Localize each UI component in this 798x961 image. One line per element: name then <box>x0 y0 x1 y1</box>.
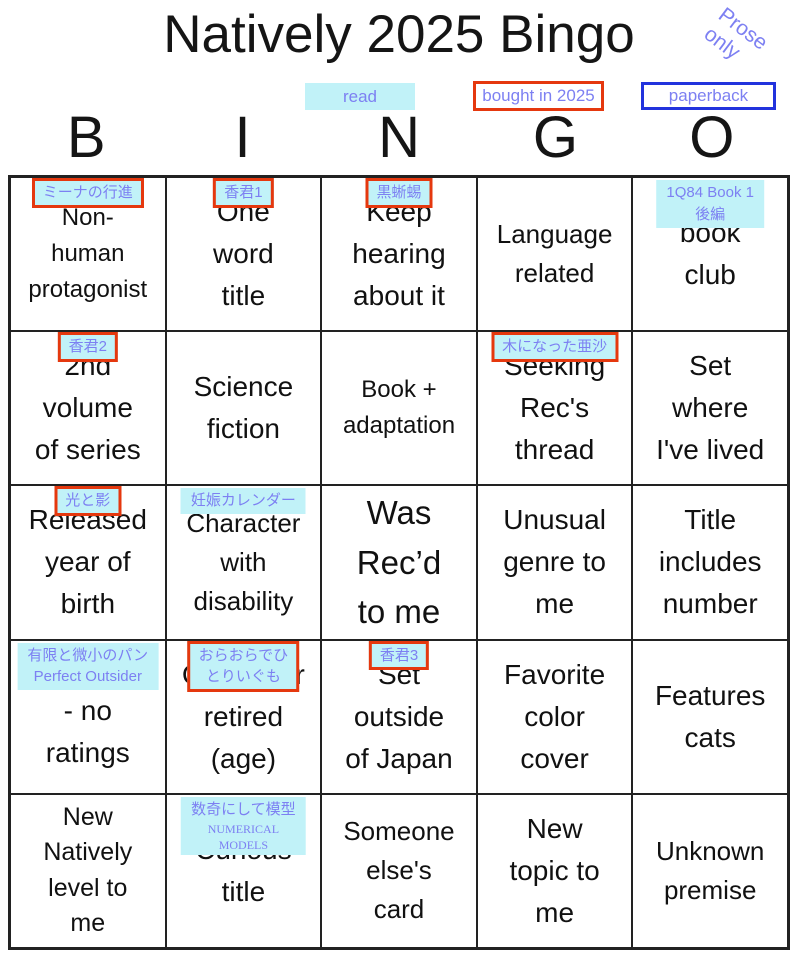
book-title-label: 妊娠カレンダー <box>180 488 306 515</box>
book-title-label: 香君3 <box>368 640 430 671</box>
book-title-label-line: Perfect Outsider <box>33 668 142 686</box>
bingo-cell-r3c3: Was Rec’d to me <box>321 485 477 640</box>
bingo-cell-r1c4: Language related <box>476 177 633 332</box>
bingo-letter-o: O <box>689 105 735 170</box>
book-title-label-line: 数奇にして模型 <box>191 800 296 818</box>
bingo-cell-r5c5: Unknown premise <box>632 793 788 948</box>
cell-text: One word title <box>213 196 274 312</box>
book-title-label-line: ミーナの行進 <box>42 184 133 201</box>
cell-text: Features cats <box>654 679 766 753</box>
book-title-label: 数奇にして模型 NUMERICAL MODELS <box>181 796 306 855</box>
bingo-cell-r5c4: New topic to me <box>476 793 633 948</box>
cell-text: Unusual genre to me <box>503 504 606 620</box>
bingo-letter-i: I <box>234 105 251 170</box>
cell-text: Language related <box>496 219 613 289</box>
book-title-label: 有限と微小のパン Perfect Outsider <box>17 642 159 691</box>
bingo-letter-g: G <box>532 105 578 170</box>
page-title: Natively 2025 Bingo <box>163 5 635 64</box>
book-title-label: おらおらでひ とりいぐも <box>187 640 300 693</box>
cell-text: Seeking Rec's thread <box>504 350 606 466</box>
book-title-label: 1Q84 Book 1 後編 <box>656 180 764 228</box>
book-title-label-line: 有限と微小のパン <box>27 646 149 664</box>
bingo-cell-r5c1: New Natively level to me <box>10 793 166 948</box>
cell-text: New Natively level to me <box>43 802 133 938</box>
book-title-label-line: 1Q84 Book 1 <box>666 184 754 201</box>
book-title-label-line: とりいぐも <box>205 668 281 686</box>
bingo-cell-r3c5: Title includes number <box>632 485 788 640</box>
cell-text: Title includes number <box>658 504 762 620</box>
bingo-cell-r2c5: Set where I've lived <box>632 331 788 486</box>
bingo-cell-r1c2: 香君1 One word title <box>165 177 322 332</box>
bingo-cell-r1c1: ミーナの行進 Non- human protagonist <box>10 177 166 332</box>
cell-text: Released year of birth <box>28 504 147 620</box>
bingo-cell-r4c1: 有限と微小のパン Perfect Outsider - no ratings <box>10 639 166 794</box>
cell-text: Someone else's card <box>343 816 455 925</box>
book-title-label-line: 黒蜥蜴 <box>376 184 422 201</box>
book-title-label-line: 木になった亜沙 <box>502 338 608 356</box>
bingo-letter-b: B <box>66 105 106 170</box>
bingo-cell-r2c3: Book + adaptation <box>321 331 477 486</box>
book-title-label-line: 光と影 <box>65 492 111 510</box>
bingo-cell-r2c1: 香君2 2nd volume of series <box>10 331 166 486</box>
cell-text: New topic to me <box>509 812 600 928</box>
book-title-label-line: 香君3 <box>379 646 419 664</box>
cell-text: 2nd volume of series <box>34 350 141 466</box>
cell-text: Set where I've lived <box>656 350 765 466</box>
book-title-label: 光と影 <box>54 486 122 517</box>
cell-text: Unknown premise <box>655 835 765 905</box>
cell-text: Character with disability <box>186 507 301 616</box>
book-title-label-line: 香君2 <box>68 338 107 356</box>
book-title-label: 木になった亜沙 <box>491 332 619 362</box>
book-title-label: 香君1 <box>213 178 274 208</box>
bingo-header-row: B I N G O <box>8 106 790 170</box>
bingo-cell-r4c3: 香君3 Set outside of Japan <box>321 639 477 794</box>
bingo-cell-r2c4: 木になった亜沙 Seeking Rec's thread <box>476 331 633 486</box>
bingo-grid: ミーナの行進 Non- human protagonist 香君1 One word … <box>8 175 790 950</box>
bingo-cell-r3c2: 妊娠カレンダー Character with disability <box>165 485 322 640</box>
book-title-label-line: NUMERICAL <box>207 821 280 836</box>
bingo-cell-r3c4: Unusual genre to me <box>476 485 633 640</box>
bingo-cell-r4c2: おらおらでひとりいぐもCharacter retired (age) <box>165 639 322 794</box>
book-title-label-line: 妊娠カレンダー <box>190 492 296 510</box>
cell-text: Was Rec’d to me <box>356 494 442 631</box>
bingo-cell-r5c3: Someone else's card <box>321 793 477 948</box>
book-title-label-line: 後編 <box>695 205 726 223</box>
bingo-letter-n: N <box>378 105 420 170</box>
book-title-label-line: MODELS <box>218 837 269 852</box>
book-title-label-line: 香君1 <box>224 184 263 201</box>
cell-text: Book + adaptation <box>342 376 456 440</box>
cell-text: Favorite color cover <box>504 658 606 774</box>
bingo-cell-r2c2: Science fiction <box>165 331 322 486</box>
bingo-cell-r5c2: 数奇にして模型NUMERICALMODELSCurious title <box>165 793 322 948</box>
cell-text: - no ratings <box>45 694 130 768</box>
legend-bought-in-2025: bought in 2025 <box>473 81 604 111</box>
cell-text: Set outside of Japan <box>345 658 453 774</box>
cell-text: Keep hearing about it <box>352 196 446 312</box>
bingo-cell-r1c3: 黒蜥蜴 Keep hearing about it <box>321 177 477 332</box>
legend-paperback: paperback <box>641 82 776 110</box>
cell-text: Science fiction <box>193 371 294 445</box>
book-title-label: 黒蜥蜴 <box>365 178 433 208</box>
legend-read: read <box>305 83 415 110</box>
cell-text: Non- human protagonist <box>28 204 148 304</box>
bingo-cell-r3c1: 光と影 Released year of birth <box>10 485 166 640</box>
bingo-cell-r4c5: Features cats <box>632 639 788 794</box>
book-title-label: 香君2 <box>57 332 118 362</box>
bingo-cell-r1c5: 1Q84 Book 1 後編 book club <box>632 177 788 332</box>
book-title-label: ミーナの行進 <box>31 178 144 208</box>
bingo-cell-r4c4: Favorite color cover <box>476 639 633 794</box>
book-title-label-line: おらおらでひ <box>198 646 289 664</box>
